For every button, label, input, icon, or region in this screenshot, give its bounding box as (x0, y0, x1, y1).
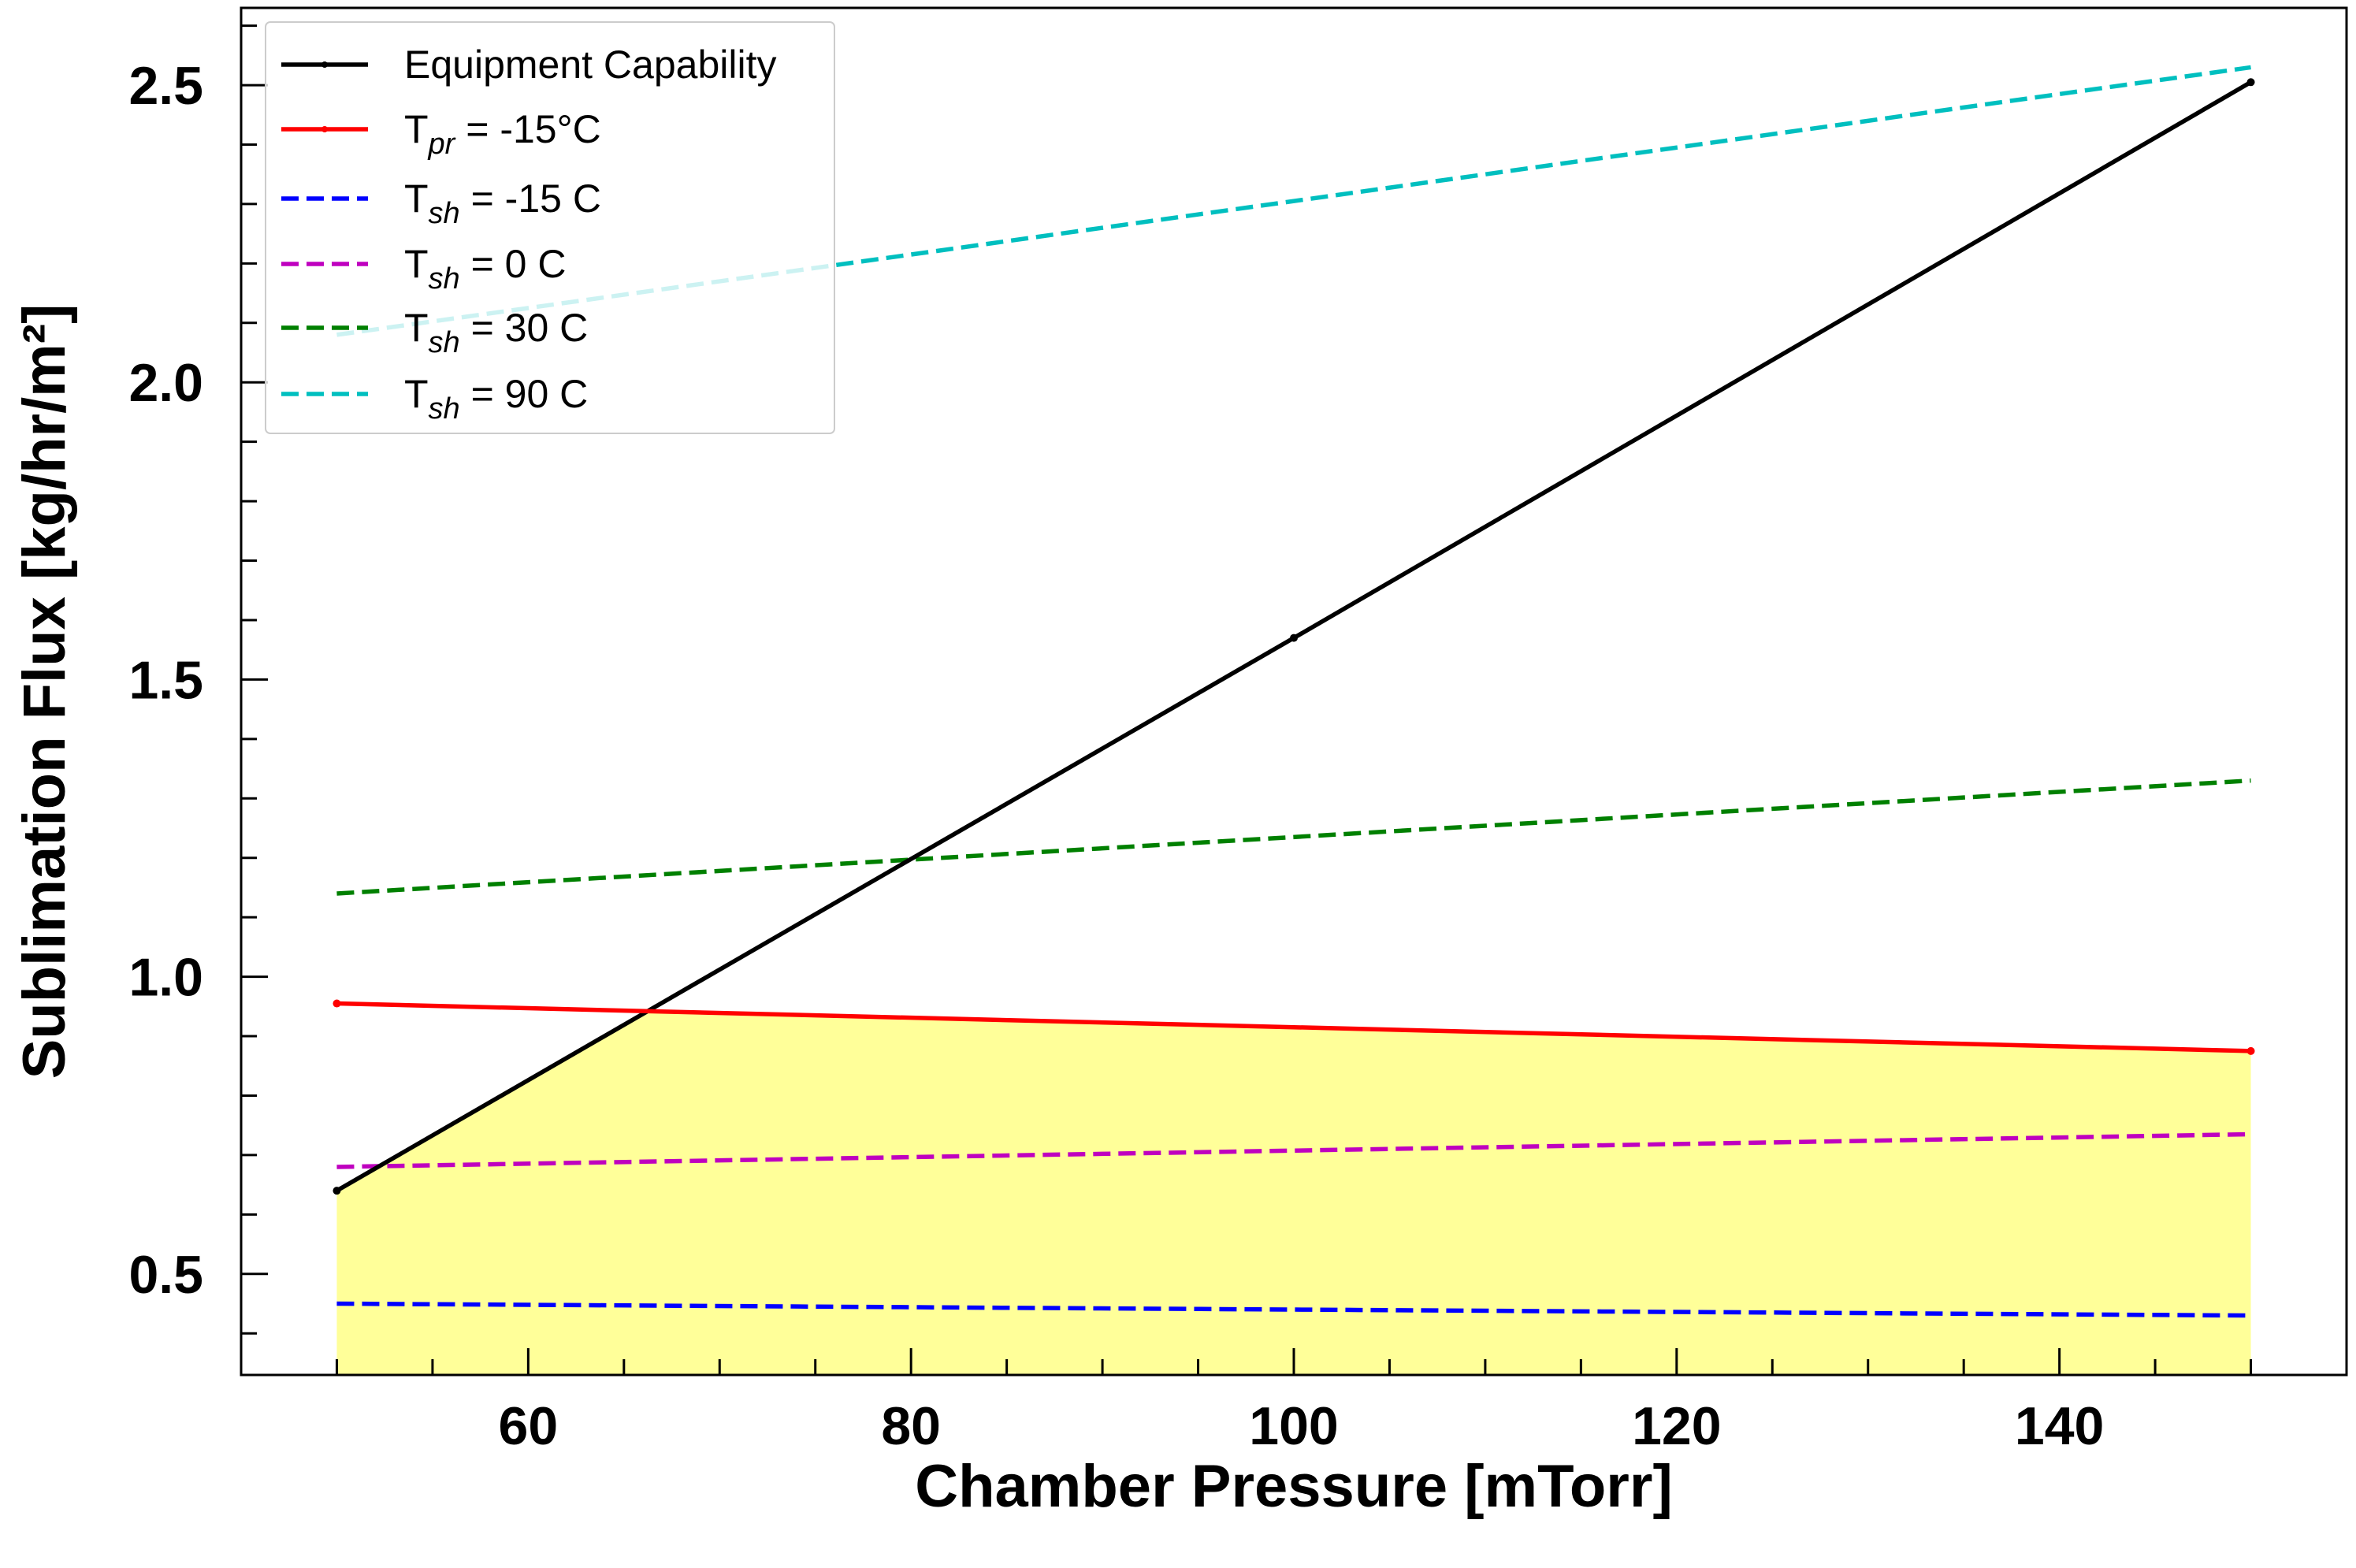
series-line (336, 65, 2251, 337)
y-tick-label: 2.0 (128, 353, 203, 413)
series-point (2246, 78, 2255, 87)
y-tick-label: 2.5 (128, 56, 203, 116)
legend-marker (321, 126, 328, 132)
y-tick-label: 1.5 (128, 650, 203, 710)
feasible-region-layer (336, 1011, 2251, 1375)
y-axis-title: Sublimation Flux [kg/hr/m²] (11, 304, 78, 1079)
series-point (1290, 634, 1298, 642)
x-tick-label: 100 (1249, 1396, 1338, 1456)
x-tick-label: 140 (2015, 1396, 2104, 1456)
legend-label: Tsh = 90 C (404, 372, 588, 425)
legend-marker (321, 61, 328, 68)
y-tick-label: 1.0 (128, 948, 203, 1008)
x-tick-label: 120 (1632, 1396, 1721, 1456)
legend: Equipment Capability Tpr = -15°C Tsh = -15… (265, 21, 835, 434)
series-line (336, 1131, 2251, 1169)
series-point (333, 999, 341, 1008)
legend-label: Tsh = 0 C (404, 242, 566, 295)
legend-label: Equipment Capability (404, 43, 777, 87)
series-line (336, 1001, 2251, 1053)
y-axis: 0.5 1.0 1.5 2.0 2.5 (128, 24, 268, 1335)
x-axis: 60 80 100 120 140 (240, 1348, 2348, 1456)
series-point (2246, 1046, 2255, 1055)
x-axis-title: Chamber Pressure [mTorr] (915, 1453, 1673, 1520)
feasible-region (336, 1011, 2251, 1375)
series-point (333, 1187, 341, 1195)
x-tick-label: 80 (881, 1396, 941, 1456)
y-tick-label: 0.5 (128, 1245, 203, 1305)
series-layer (333, 65, 2255, 1318)
series-line (336, 778, 2251, 896)
legend-label: Tsh = 30 C (404, 306, 588, 359)
x-tick-label: 60 (499, 1396, 559, 1456)
legend-box (265, 21, 835, 434)
legend-label: Tsh = -15 C (404, 176, 601, 230)
legend-label: Tpr = -15°C (404, 107, 601, 161)
series-line (336, 1301, 2251, 1318)
